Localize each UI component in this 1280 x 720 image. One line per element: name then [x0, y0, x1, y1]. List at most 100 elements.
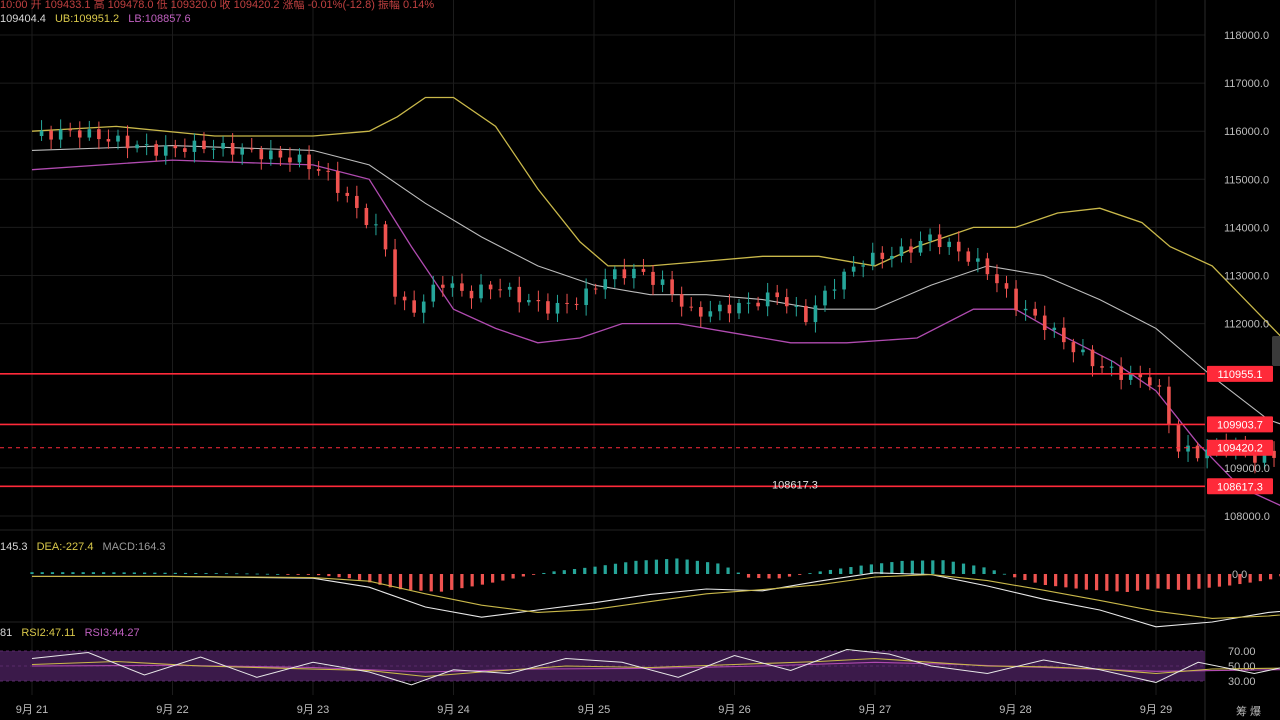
candle-body [842, 271, 846, 290]
candle-body [1128, 373, 1133, 380]
candle-body [116, 135, 120, 142]
macd-bar [613, 563, 618, 574]
boll-info: 109404.4 UB:109951.2 LB:108857.6 [0, 13, 197, 25]
candle-body [880, 252, 885, 259]
candle-body [1004, 283, 1009, 289]
candle-body [507, 286, 512, 290]
macd-bar [439, 574, 444, 592]
candle-body [737, 302, 741, 314]
candle-body [861, 265, 865, 267]
macd-bar [542, 572, 546, 574]
candle-body [402, 296, 407, 301]
macd-bar [746, 574, 751, 578]
candle-body [813, 305, 818, 323]
candle-body [431, 284, 436, 302]
macd-bar [204, 573, 208, 574]
rsi2-line [31, 657, 1280, 678]
macd-bar [972, 565, 976, 574]
macd-bar [890, 562, 894, 574]
candle-body [775, 292, 780, 298]
macd-bar [194, 572, 198, 574]
price-tick-label: 116000.0 [1224, 126, 1269, 138]
macd-dif-line [32, 572, 1280, 628]
boll-lb: LB:108857.6 [128, 13, 191, 25]
candle-body [335, 171, 340, 193]
price-tick-label: 108617.3 [1217, 481, 1263, 493]
candle-body [1062, 327, 1066, 343]
candle-body [144, 144, 149, 146]
macd-bar [327, 574, 331, 577]
macd-bar [306, 574, 310, 575]
macd-bar [961, 563, 966, 574]
macd-bar [777, 574, 781, 579]
scale-label[interactable]: 筹 爆 [1236, 706, 1262, 718]
candle-body [374, 224, 378, 226]
macd-bar [163, 572, 167, 574]
candle-body [355, 195, 359, 208]
candle-body [1100, 366, 1104, 368]
candle-body [698, 307, 703, 317]
macd-bar [624, 562, 628, 574]
macd-bar [531, 574, 536, 575]
macd-bar [1013, 574, 1017, 578]
macd-bar [1176, 574, 1181, 590]
collapse-handle[interactable] [1272, 336, 1280, 366]
macd-bar [675, 558, 679, 574]
macd-bar [951, 561, 955, 574]
candle-body [1167, 386, 1171, 425]
candle-body [804, 305, 808, 323]
macd-bar [583, 567, 587, 574]
macd-bar [1094, 574, 1099, 591]
rsi3-line [31, 661, 1280, 673]
date-tick-label: 9月 28 [999, 704, 1031, 716]
ohlc-info: 10:00 开 109433.1 高 109478.0 低 109320.0 收… [0, 0, 440, 12]
candle-body [230, 142, 235, 155]
macd-bar [1135, 574, 1140, 591]
candle-body [316, 169, 321, 171]
macd-bar [767, 574, 771, 579]
candle-body [937, 234, 942, 248]
macd-bar [1023, 574, 1027, 581]
macd-bar [685, 559, 689, 574]
candle-body [1071, 342, 1076, 353]
candle-body [307, 154, 311, 170]
macd-bar [900, 560, 904, 574]
macd-bar [388, 574, 392, 588]
candle-body [718, 304, 722, 312]
macd-bar [1043, 574, 1048, 586]
candle-body [469, 290, 474, 299]
candle-body [1272, 450, 1276, 458]
macd-bar [706, 562, 710, 574]
date-tick-label: 9月 22 [156, 704, 188, 716]
candle-body [97, 129, 101, 140]
candle-body [651, 271, 655, 285]
candle-body [1262, 450, 1267, 463]
rsi2-value: RSI2:47.11 [21, 627, 76, 639]
candle-body [660, 279, 665, 285]
candle-body [632, 268, 636, 279]
macd-bar [665, 559, 669, 574]
candle-body [890, 255, 894, 259]
macd-bar [265, 573, 270, 575]
date-tick-label: 9月 26 [718, 704, 750, 716]
candle-body [584, 288, 588, 306]
candle-body [976, 258, 980, 262]
candle-body [249, 148, 254, 150]
macd-bar [920, 560, 925, 574]
macd-bar [143, 572, 147, 574]
price-axis-tag [1207, 478, 1273, 495]
macd-bar [30, 572, 34, 574]
date-tick-label: 9月 25 [578, 704, 610, 716]
macd-bar [112, 572, 116, 574]
macd-bar [757, 574, 761, 579]
macd-bar [1105, 574, 1109, 591]
price-tick-label: 109420.2 [1217, 443, 1263, 455]
macd-info: 145.3 DEA:-227.4 MACD:164.3 [0, 541, 172, 553]
macd-bar [1248, 574, 1252, 583]
date-tick-label: 9月 24 [437, 704, 469, 716]
candle-body [183, 148, 187, 152]
candle-body [1023, 308, 1028, 311]
macd-bar [1054, 574, 1058, 587]
macd-bar [839, 568, 843, 574]
